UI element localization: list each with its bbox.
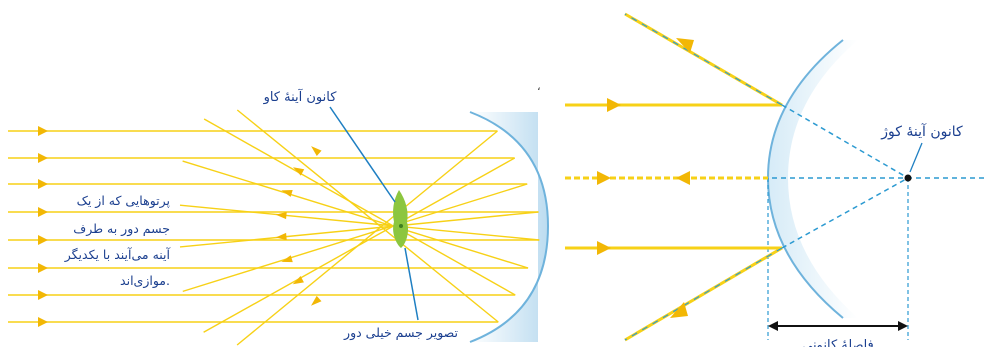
arrowhead-in-2 [597,171,611,185]
concave-mirror [470,112,548,342]
reflected-ray [182,160,529,269]
focus-label-pointer [329,106,396,203]
reflected-ray [236,130,498,346]
concave-focus-label: کانون آینهٔ کاو [263,88,338,105]
reflected-ray-arrowhead [293,167,305,176]
incoming-ray-arrowhead [38,235,48,245]
reflected-ray [236,109,499,323]
incoming-ray-arrowhead [38,317,48,327]
reflected-ray-arrowhead [275,232,287,241]
arrowhead-in-1 [607,98,621,112]
reflected-ray-arrowhead [292,275,304,285]
incoming-ray-arrowhead [38,290,48,300]
convex-focus-point [904,174,912,182]
arrowhead-reflected-lower [670,302,688,318]
focus-point [399,224,403,228]
reflected-ray [182,183,528,293]
reflected-ray [203,118,516,296]
concave-image-label: تصویر جسم خیلی دور [343,325,458,341]
concave-description-line-2: جسم دور به طرف [73,221,170,237]
reflected-ray [179,211,539,248]
convex-mirror [768,40,858,318]
incoming-ray-arrowhead [38,263,48,273]
concave-mirror-surface [469,111,550,343]
convex-reflected-ray-upper [624,12,783,107]
convex-mirror-figure: کانون آینهٔ کوژ فاصلهٔ کانونی [565,12,984,347]
incoming-ray-arrowhead [38,179,48,189]
stray-mark: ، [537,80,541,93]
concave-mirror-figure: کانون آینهٔ کاو پرتوهایی که از یک جسم دو… [8,88,550,346]
reflected-ray [203,157,516,333]
incoming-parallel-rays [8,126,540,327]
reflected-ray-arrowhead [311,146,322,157]
reflected-ray-arrowhead [275,211,287,220]
reflected-ray-arrowhead [281,190,293,197]
focal-distance-label: فاصلهٔ کانونی [802,338,874,347]
arrowhead-back-axis [676,171,690,185]
focal-distance-arrowhead-left [768,321,778,331]
concave-description-line-1: پرتوهایی که از یک [77,193,171,209]
focal-distance-arrowhead-right [898,321,908,331]
convex-reflected-ray-lower [624,246,783,342]
incoming-ray-arrowhead [38,207,48,217]
concave-description-line-3: آینه می‌آیند با یکدیگر [64,247,171,263]
arrowhead-reflected-upper [676,38,694,53]
virtual-ray-upper [781,104,909,179]
reflected-ray-arrowhead [281,255,293,263]
convex-focus-label: کانون آینهٔ کوژ [880,123,963,140]
reflected-ray [179,204,540,241]
reflected-ray-arrowhead [310,295,322,306]
focus-object-icon [393,190,409,248]
convex-focus-pointer [909,142,923,173]
image-label-pointer [404,247,419,321]
reflected-rays [179,109,540,346]
virtual-ray-lower [781,177,909,249]
incoming-ray-arrowhead [38,126,48,136]
arrowhead-in-3 [597,241,611,255]
concave-description-line-4: موازی‌اند. [120,273,170,289]
incoming-ray-arrowhead [38,153,48,163]
